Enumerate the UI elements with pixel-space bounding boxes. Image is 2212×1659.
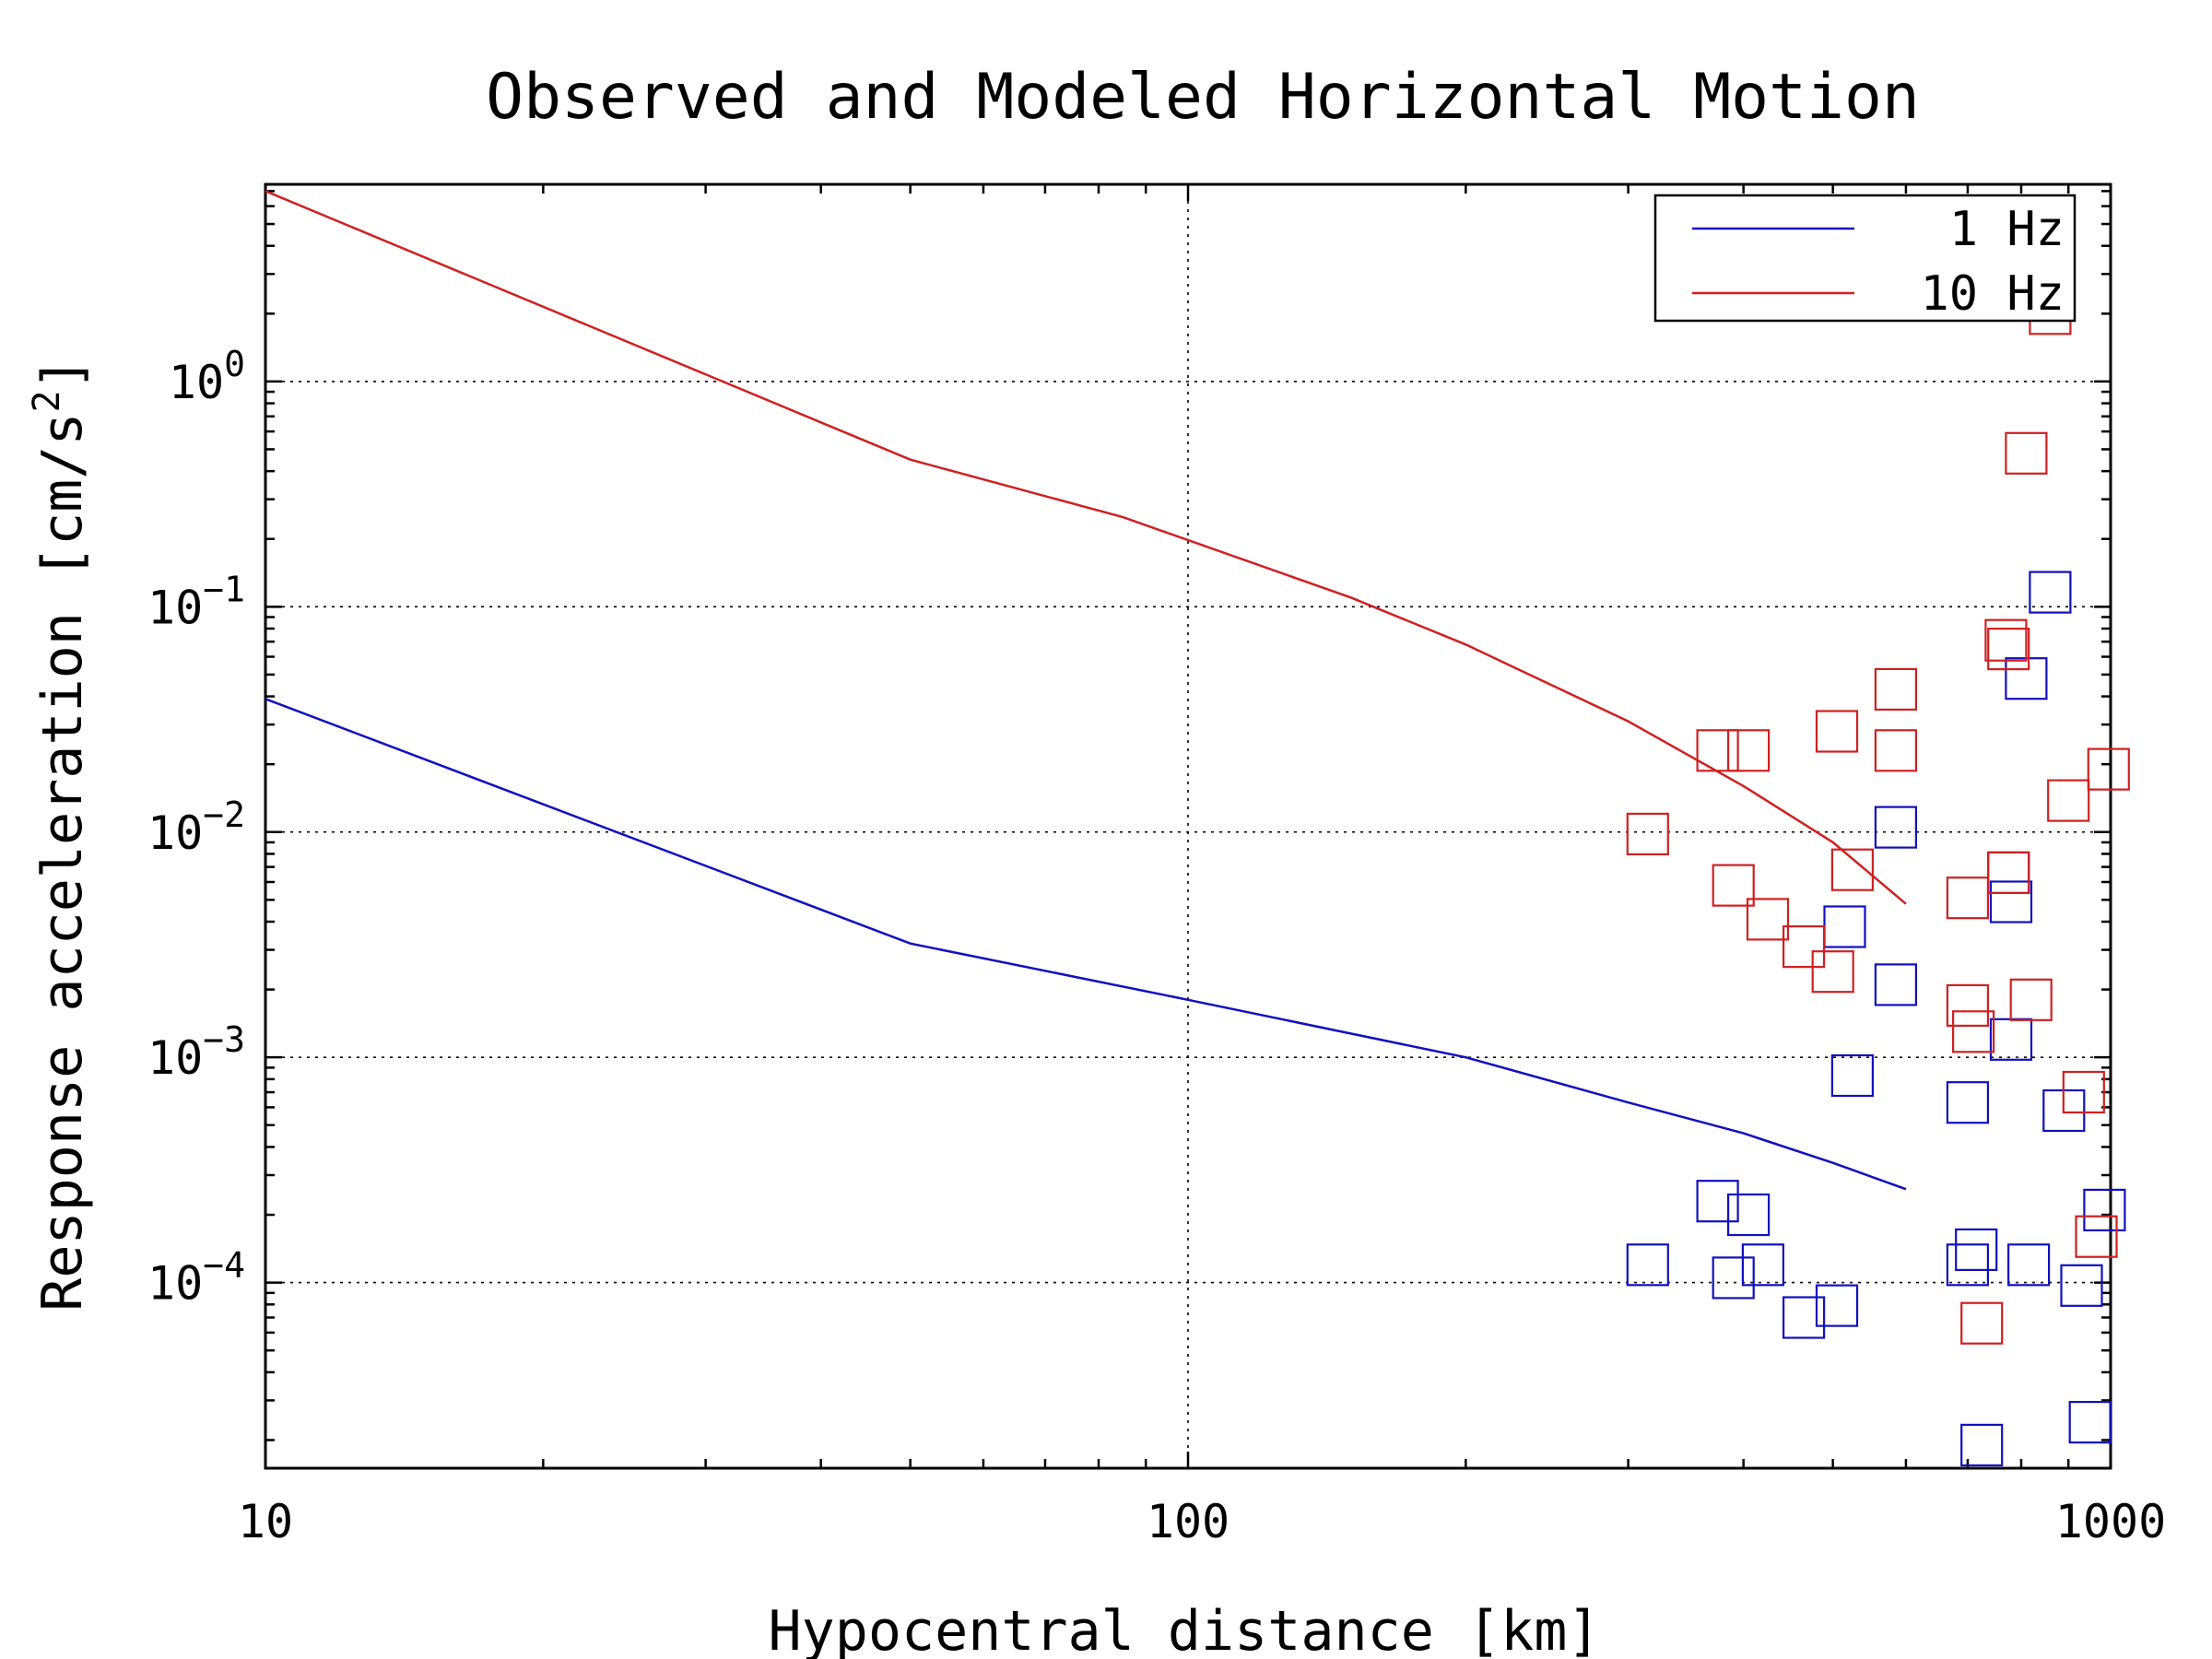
data-point-marker: [1726, 1193, 1771, 1237]
data-point-marker: [1811, 950, 1854, 994]
legend: 1 Hz 10 Hz: [1653, 194, 2077, 323]
x-tick-label: 100: [1147, 1495, 1230, 1548]
y-tick-label-exponent: 0: [224, 344, 245, 384]
y-tick-label: 10−4: [147, 1245, 245, 1311]
data-point-marker: [1955, 1228, 1998, 1272]
data-point-marker: [1989, 880, 2033, 924]
data-point-marker: [2029, 571, 2072, 614]
data-point-marker: [1874, 729, 1918, 772]
data-point-marker: [1874, 806, 1918, 849]
data-point-marker: [2062, 1070, 2105, 1114]
y-axis-label-close: ]: [30, 357, 95, 390]
data-point-marker: [1946, 877, 1989, 920]
y-axis-label: Response acceleration [cm/s2]: [26, 357, 95, 1312]
data-point-marker: [2007, 1243, 2051, 1287]
data-point-marker: [1746, 898, 1790, 941]
legend-box: [1653, 194, 2077, 323]
data-point-marker: [1782, 1296, 1826, 1339]
y-tick-label: 10−1: [147, 569, 245, 634]
data-point-marker: [2075, 1215, 2118, 1258]
data-point-marker: [1960, 1301, 2004, 1345]
y-axis-label-exponent: 2: [26, 390, 68, 412]
data-point-marker: [2083, 1188, 2126, 1232]
data-point-marker: [1984, 618, 2028, 662]
data-point-marker: [1987, 627, 2030, 671]
data-point-marker: [1696, 1180, 1739, 1223]
x-tick-label: 1000: [2055, 1495, 2166, 1548]
data-point-marker: [1946, 1243, 1989, 1287]
grid-lines: [265, 184, 2111, 1468]
x-tick-labels: 10 100 1000: [238, 1495, 2166, 1548]
series-line: [265, 698, 1907, 1191]
data-point-marker: [1830, 1053, 1875, 1098]
data-point-marker: [1741, 1243, 1785, 1287]
data-point-marker: [1712, 864, 1755, 907]
series-line: [265, 190, 1907, 905]
data-point-marker: [2005, 431, 2048, 475]
y-tick-label-exponent: −4: [203, 1245, 245, 1286]
data-point-marker: [2068, 1400, 2112, 1444]
data-point-marker: [1874, 667, 1918, 712]
y-tick-label-base: 10: [147, 806, 203, 860]
data-point-marker: [1782, 924, 1826, 969]
data-point-marker: [1712, 1256, 1755, 1300]
data-point-marker: [2087, 747, 2130, 791]
y-tick-label-base: 10: [147, 1257, 203, 1311]
data-point-marker: [1946, 983, 1989, 1028]
legend-entries: 1 Hz 10 Hz: [1692, 202, 2065, 322]
data-point-marker: [1960, 1423, 2004, 1467]
y-axis-label-main: Response acceleration [cm/s: [30, 412, 95, 1311]
y-tick-label-exponent: −2: [203, 794, 245, 835]
y-tick-label-base: 10: [147, 1031, 203, 1085]
data-point-marker: [1626, 812, 1669, 856]
data-point-marker: [2047, 779, 2090, 822]
data-point-marker: [1952, 1010, 1995, 1053]
x-tick-label: 10: [238, 1495, 293, 1548]
y-tick-label-base: 10: [147, 581, 203, 634]
y-tick-label: 100: [169, 344, 245, 409]
data-point-marker: [1815, 710, 1859, 753]
data-point-marker: [1696, 729, 1739, 772]
data-point-marker: [1830, 848, 1875, 891]
data-point-marker: [1946, 1081, 1989, 1124]
chart-title: Observed and Modeled Horizontal Motion: [486, 61, 1920, 134]
y-tick-label: 10−2: [147, 794, 245, 860]
y-tick-label-exponent: −3: [203, 1019, 245, 1060]
plot-frame: [264, 182, 2112, 1470]
legend-label: 10 Hz: [1920, 266, 2065, 322]
data-point-marker: [1987, 851, 2030, 895]
y-tick-label-base: 10: [169, 356, 224, 409]
legend-label: 1 Hz: [1949, 202, 2065, 257]
data-point-marker: [1726, 729, 1771, 772]
data-point-marker: [1815, 1284, 1859, 1327]
y-tick-label: 10−3: [147, 1019, 245, 1085]
data-point-marker: [2009, 978, 2053, 1021]
x-axis-label: Hypocentral distance [km]: [768, 1599, 1600, 1659]
data-point-marker: [1626, 1243, 1669, 1287]
data-point-marker: [1874, 963, 1918, 1006]
y-tick-label-exponent: −1: [203, 569, 245, 609]
series-1: [265, 571, 2126, 1467]
data-point-marker: [2060, 1264, 2103, 1307]
